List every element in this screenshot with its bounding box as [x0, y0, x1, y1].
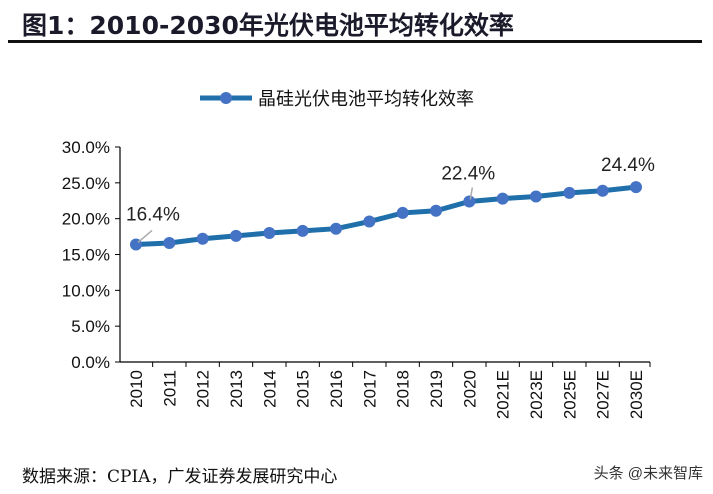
x-tick-label: 2019 [427, 370, 446, 408]
legend-label: 晶硅光伏电池平均转化效率 [258, 89, 474, 109]
x-tick-label: 2016 [327, 370, 346, 408]
data-point [396, 206, 409, 219]
y-tick-label: 0.0% [71, 353, 110, 372]
figure-title: 图1：2010-2030年光伏电池平均转化效率 [22, 11, 514, 40]
data-label: 16.4% [126, 204, 180, 225]
x-tick-label: 2021E [494, 370, 513, 419]
data-point [263, 227, 276, 239]
data-label: 22.4% [441, 163, 495, 184]
y-tick-label: 30.0% [62, 138, 110, 157]
data-point [363, 215, 376, 228]
x-tick-label: 2012 [194, 370, 213, 408]
leader-line [137, 229, 153, 244]
watermark: 头条 @未来智库 [593, 462, 703, 483]
y-tick-label: 25.0% [62, 174, 110, 193]
data-point [296, 224, 309, 237]
data-point [163, 237, 176, 250]
data-point [496, 192, 509, 205]
data-point [230, 229, 242, 242]
y-tick-label: 10.0% [62, 281, 110, 300]
x-tick-label: 2030E [627, 370, 646, 419]
x-tick-label: 2017 [360, 370, 379, 408]
x-tick-label: 2013 [227, 370, 246, 408]
x-tick-label: 2018 [394, 370, 413, 408]
data-point [330, 222, 342, 235]
x-tick-label: 2010 [127, 370, 146, 408]
y-tick-label: 15.0% [62, 246, 110, 265]
data-point [463, 195, 476, 208]
y-tick-label: 5.0% [71, 317, 110, 336]
series-line [135, 184, 637, 247]
y-tick-label: 20.0% [62, 210, 110, 229]
x-tick-label: 2015 [294, 370, 313, 408]
data-point [196, 232, 209, 245]
source-note: 数据来源：CPIA，广发证券发展研究中心 [22, 467, 338, 487]
data-point [430, 204, 442, 217]
x-tick-label: 2023E [527, 370, 546, 419]
x-tick-label: 2014 [260, 370, 279, 408]
data-label: 24.4% [601, 155, 655, 176]
title-rule [8, 40, 702, 43]
x-tick-label: 2011 [160, 370, 179, 407]
x-tick-label: 2025E [560, 370, 579, 419]
data-point [596, 184, 609, 197]
x-tick-label: 2020 [460, 370, 479, 408]
x-tick-label: 2027E [594, 370, 613, 419]
data-point [630, 181, 642, 194]
data-point [530, 190, 542, 203]
legend-marker [220, 92, 232, 104]
data-point [563, 186, 576, 199]
leader-line [469, 187, 474, 200]
